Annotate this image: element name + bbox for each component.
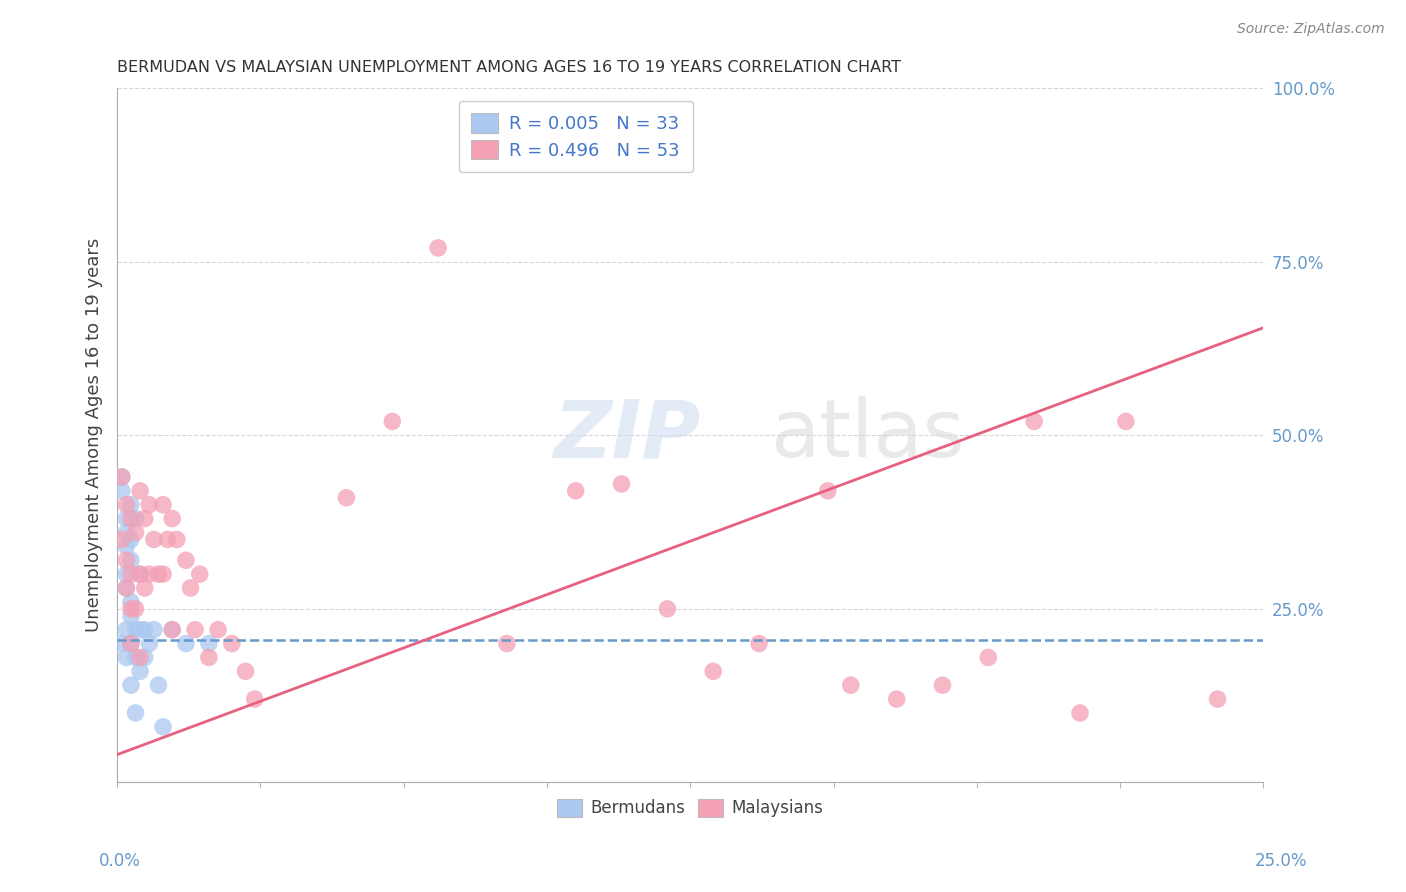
Text: 25.0%: 25.0% — [1256, 852, 1308, 870]
Point — [120, 595, 142, 609]
Point — [817, 483, 839, 498]
Point — [115, 581, 138, 595]
Point — [166, 533, 188, 547]
Point — [1115, 414, 1137, 428]
Point — [610, 476, 633, 491]
Point — [134, 511, 156, 525]
Point — [160, 623, 183, 637]
Point — [931, 678, 953, 692]
Point — [129, 650, 152, 665]
Point — [138, 567, 160, 582]
Point — [115, 540, 138, 554]
Point — [120, 498, 142, 512]
Point — [120, 511, 142, 525]
Text: Source: ZipAtlas.com: Source: ZipAtlas.com — [1237, 22, 1385, 37]
Point — [129, 567, 152, 582]
Point — [148, 567, 170, 582]
Point — [221, 636, 243, 650]
Point — [120, 636, 142, 650]
Point — [115, 623, 138, 637]
Point — [1024, 414, 1046, 428]
Point — [129, 665, 152, 679]
Point — [115, 498, 138, 512]
Point — [198, 650, 221, 665]
Point — [174, 553, 197, 567]
Point — [839, 678, 862, 692]
Point — [129, 623, 152, 637]
Point — [142, 533, 165, 547]
Point — [115, 581, 138, 595]
Point — [124, 525, 146, 540]
Point — [152, 498, 174, 512]
Point — [129, 483, 152, 498]
Point — [1069, 706, 1091, 720]
Point — [188, 567, 211, 582]
Point — [160, 623, 183, 637]
Point — [120, 608, 142, 623]
Point — [134, 581, 156, 595]
Point — [152, 720, 174, 734]
Point — [243, 692, 266, 706]
Point — [886, 692, 908, 706]
Point — [381, 414, 404, 428]
Point — [115, 525, 138, 540]
Point — [207, 623, 229, 637]
Point — [702, 665, 724, 679]
Point — [111, 483, 134, 498]
Point — [120, 636, 142, 650]
Point — [124, 650, 146, 665]
Point — [174, 636, 197, 650]
Point — [115, 511, 138, 525]
Point — [120, 553, 142, 567]
Text: BERMUDAN VS MALAYSIAN UNEMPLOYMENT AMONG AGES 16 TO 19 YEARS CORRELATION CHART: BERMUDAN VS MALAYSIAN UNEMPLOYMENT AMONG… — [117, 60, 901, 75]
Point — [748, 636, 770, 650]
Point — [156, 533, 179, 547]
Point — [111, 636, 134, 650]
Point — [115, 553, 138, 567]
Point — [657, 602, 679, 616]
Text: atlas: atlas — [770, 396, 965, 475]
Point — [138, 636, 160, 650]
Point — [427, 241, 450, 255]
Point — [120, 678, 142, 692]
Point — [120, 602, 142, 616]
Point — [977, 650, 1000, 665]
Point — [180, 581, 202, 595]
Point — [235, 665, 257, 679]
Point — [115, 650, 138, 665]
Point — [496, 636, 519, 650]
Point — [1206, 692, 1229, 706]
Text: ZIP: ZIP — [553, 396, 700, 475]
Point — [120, 533, 142, 547]
Point — [138, 498, 160, 512]
Point — [142, 623, 165, 637]
Point — [129, 567, 152, 582]
Point — [115, 567, 138, 582]
Point — [564, 483, 586, 498]
Point — [111, 470, 134, 484]
Point — [111, 470, 134, 484]
Point — [111, 533, 134, 547]
Point — [148, 678, 170, 692]
Point — [198, 636, 221, 650]
Point — [124, 623, 146, 637]
Point — [134, 623, 156, 637]
Point — [124, 602, 146, 616]
Y-axis label: Unemployment Among Ages 16 to 19 years: Unemployment Among Ages 16 to 19 years — [86, 238, 103, 632]
Point — [335, 491, 357, 505]
Point — [134, 650, 156, 665]
Text: 0.0%: 0.0% — [98, 852, 141, 870]
Point — [152, 567, 174, 582]
Point — [124, 511, 146, 525]
Point — [124, 706, 146, 720]
Legend: Bermudans, Malaysians: Bermudans, Malaysians — [550, 792, 831, 824]
Point — [120, 567, 142, 582]
Point — [160, 511, 183, 525]
Point — [184, 623, 207, 637]
